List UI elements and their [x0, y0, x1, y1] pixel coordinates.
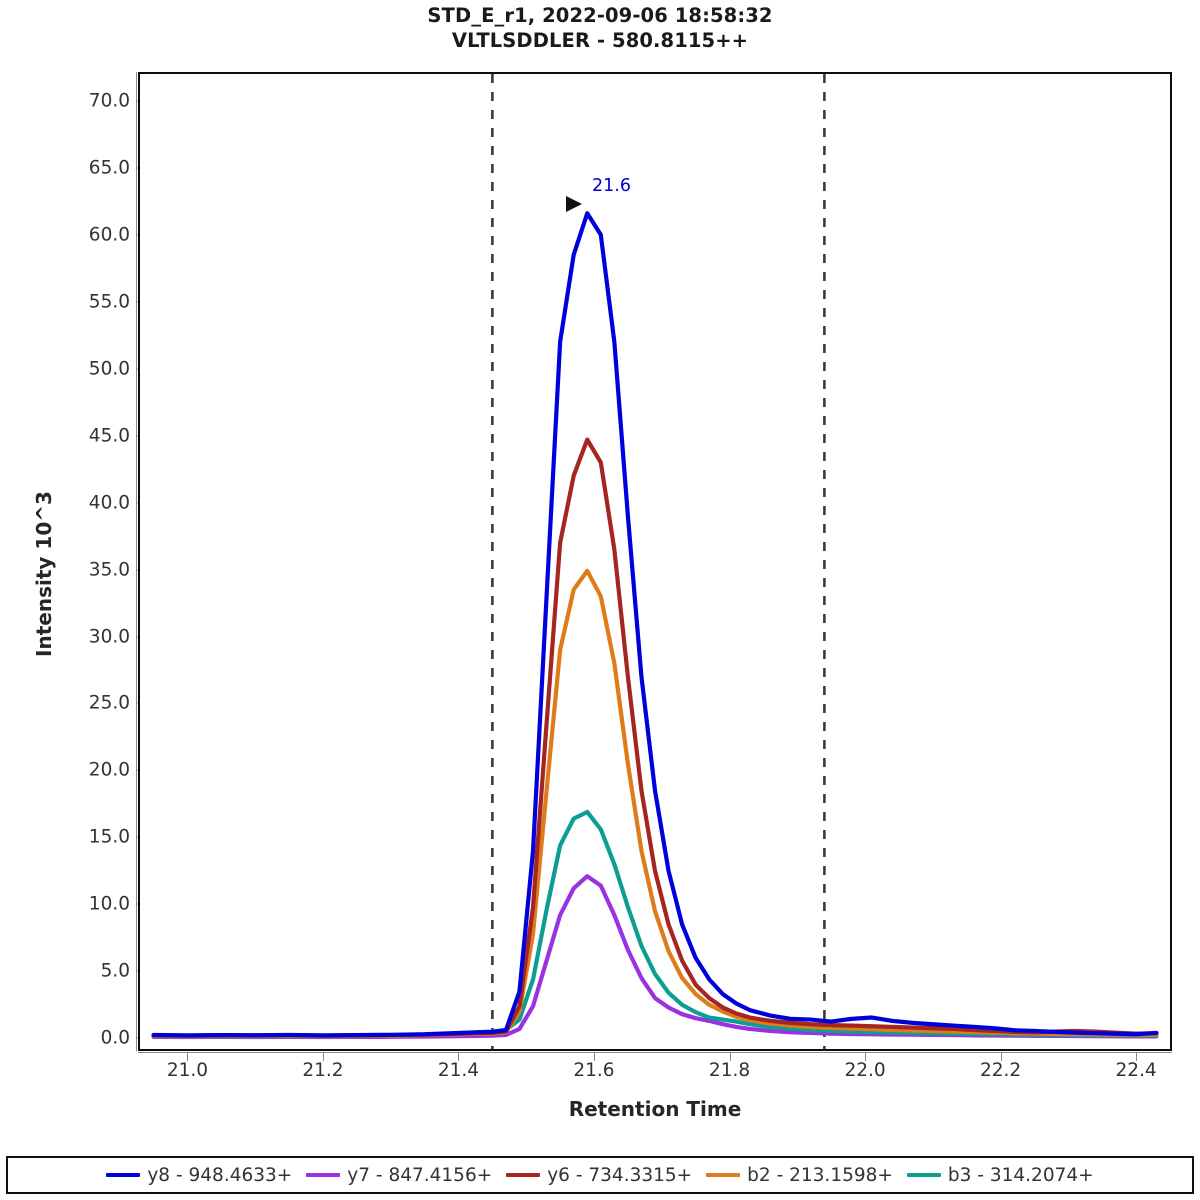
x-tick-mark	[187, 1053, 189, 1061]
y-tick-label: 20.0	[88, 759, 130, 781]
y-tick-label: 65.0	[88, 157, 130, 179]
x-tick-label: 21.8	[708, 1060, 751, 1081]
y-tick-label: 60.0	[88, 224, 130, 246]
title-line-2: VLTLSDDLER - 580.8115++	[451, 28, 749, 52]
legend: y8 - 948.4633+ y7 - 847.4156+ y6 - 734.331…	[6, 1156, 1194, 1194]
legend-color-swatch	[906, 1173, 941, 1177]
legend-item[interactable]: b2 - 213.1598+	[699, 1165, 900, 1186]
y-tick-label: 30.0	[88, 626, 130, 647]
x-tick-mark	[594, 1053, 595, 1061]
legend-item[interactable]: b3 - 314.2074+	[900, 1165, 1101, 1186]
series-line	[151, 874, 1159, 1040]
apex-label: 21.6	[592, 176, 631, 196]
y-tick-label: 15.0	[88, 826, 130, 848]
series-canvas	[151, 74, 1159, 1049]
series-line	[151, 809, 1159, 1039]
legend-color-swatch	[106, 1173, 141, 1177]
y-tick-label: 5.0	[100, 960, 130, 982]
x-tick-label: 22.2	[979, 1060, 1022, 1081]
legend-color-swatch	[706, 1173, 741, 1177]
y-axis-ticks: 0.0 5.0 10.0 15.0 20.0 25.0 30.0 35.0 40.0 45.0 50…	[18, 0, 145, 1200]
x-axis-spine	[138, 1052, 1172, 1053]
x-axis-title: Retention Time	[568, 1097, 742, 1121]
legend-item[interactable]: y8 - 948.4633+	[99, 1165, 299, 1186]
chart-title: STD_E_r1, 2022-09-06 18:58:32 VLTLSDDLER…	[0, 4, 1200, 54]
x-tick-mark	[1136, 1053, 1138, 1061]
x-tick-label: 21.4	[437, 1060, 480, 1081]
series-line	[151, 568, 1159, 1039]
legend-item[interactable]: y6 - 734.3315+	[499, 1165, 699, 1186]
x-tick-label: 21.0	[166, 1060, 209, 1081]
x-tick-label: 22.0	[844, 1060, 886, 1081]
x-tick-mark	[322, 1053, 324, 1061]
series-line	[151, 437, 1159, 1038]
title-line-1: STD_E_r1, 2022-09-06 18:58:32	[427, 4, 773, 27]
y-tick-label: 40.0	[88, 492, 130, 514]
legend-label: b3 - 314.2074+	[947, 1164, 1094, 1186]
y-axis-title: Intensity 10^3	[32, 491, 56, 657]
legend-color-swatch	[306, 1173, 341, 1177]
y-tick-label: 55.0	[88, 291, 130, 313]
apex-marker-icon	[566, 196, 582, 212]
legend-label: y6 - 734.3315+	[547, 1164, 693, 1186]
x-tick-mark	[458, 1053, 460, 1061]
x-tick-mark	[865, 1053, 867, 1061]
x-tick-label: 21.2	[302, 1060, 344, 1081]
legend-label: y7 - 847.4156+	[347, 1164, 493, 1186]
series-line	[151, 211, 1159, 1038]
x-tick-mark	[729, 1053, 731, 1061]
legend-item[interactable]: y7 - 847.4156+	[299, 1165, 499, 1186]
y-tick-label: 50.0	[88, 358, 130, 380]
x-tick-label: 22.4	[1115, 1060, 1157, 1081]
x-tick-label: 21.6	[573, 1060, 615, 1081]
legend-label: b2 - 213.1598+	[747, 1164, 893, 1186]
y-axis-spine	[136, 72, 137, 1051]
y-tick-label: 10.0	[88, 893, 130, 915]
y-tick-label: 0.0	[100, 1027, 130, 1049]
legend-label: y8 - 948.4633+	[147, 1164, 293, 1186]
y-tick-label: 35.0	[88, 559, 130, 581]
y-tick-label: 45.0	[88, 425, 130, 447]
legend-color-swatch	[506, 1173, 541, 1177]
x-tick-mark	[1000, 1053, 1002, 1061]
plot-area	[138, 72, 1172, 1051]
y-tick-label: 25.0	[88, 692, 130, 714]
y-tick-label: 70.0	[88, 90, 130, 112]
